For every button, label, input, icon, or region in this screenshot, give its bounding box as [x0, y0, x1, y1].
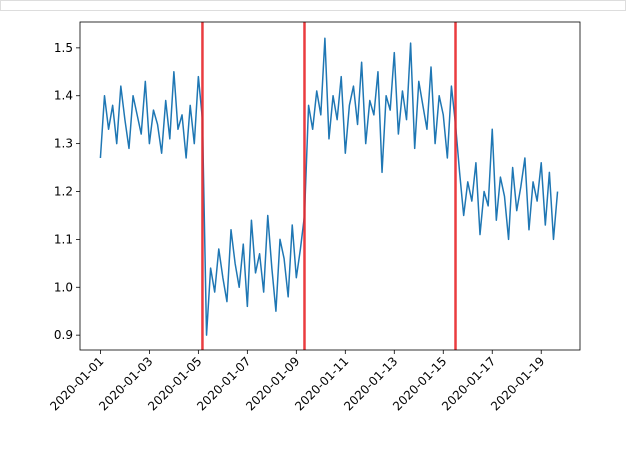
- y-tick-label: 1.5: [54, 41, 73, 55]
- plot-frame: [79, 21, 581, 351]
- y-tick-label: 1.0: [54, 280, 73, 294]
- y-tick-label: 1.1: [54, 232, 73, 246]
- y-tick-label: 1.3: [54, 137, 73, 151]
- data-line: [99, 37, 559, 336]
- y-tick-label: 1.2: [54, 185, 73, 199]
- y-tick-label: 0.9: [54, 328, 73, 342]
- y-tick-label: 1.4: [54, 89, 73, 103]
